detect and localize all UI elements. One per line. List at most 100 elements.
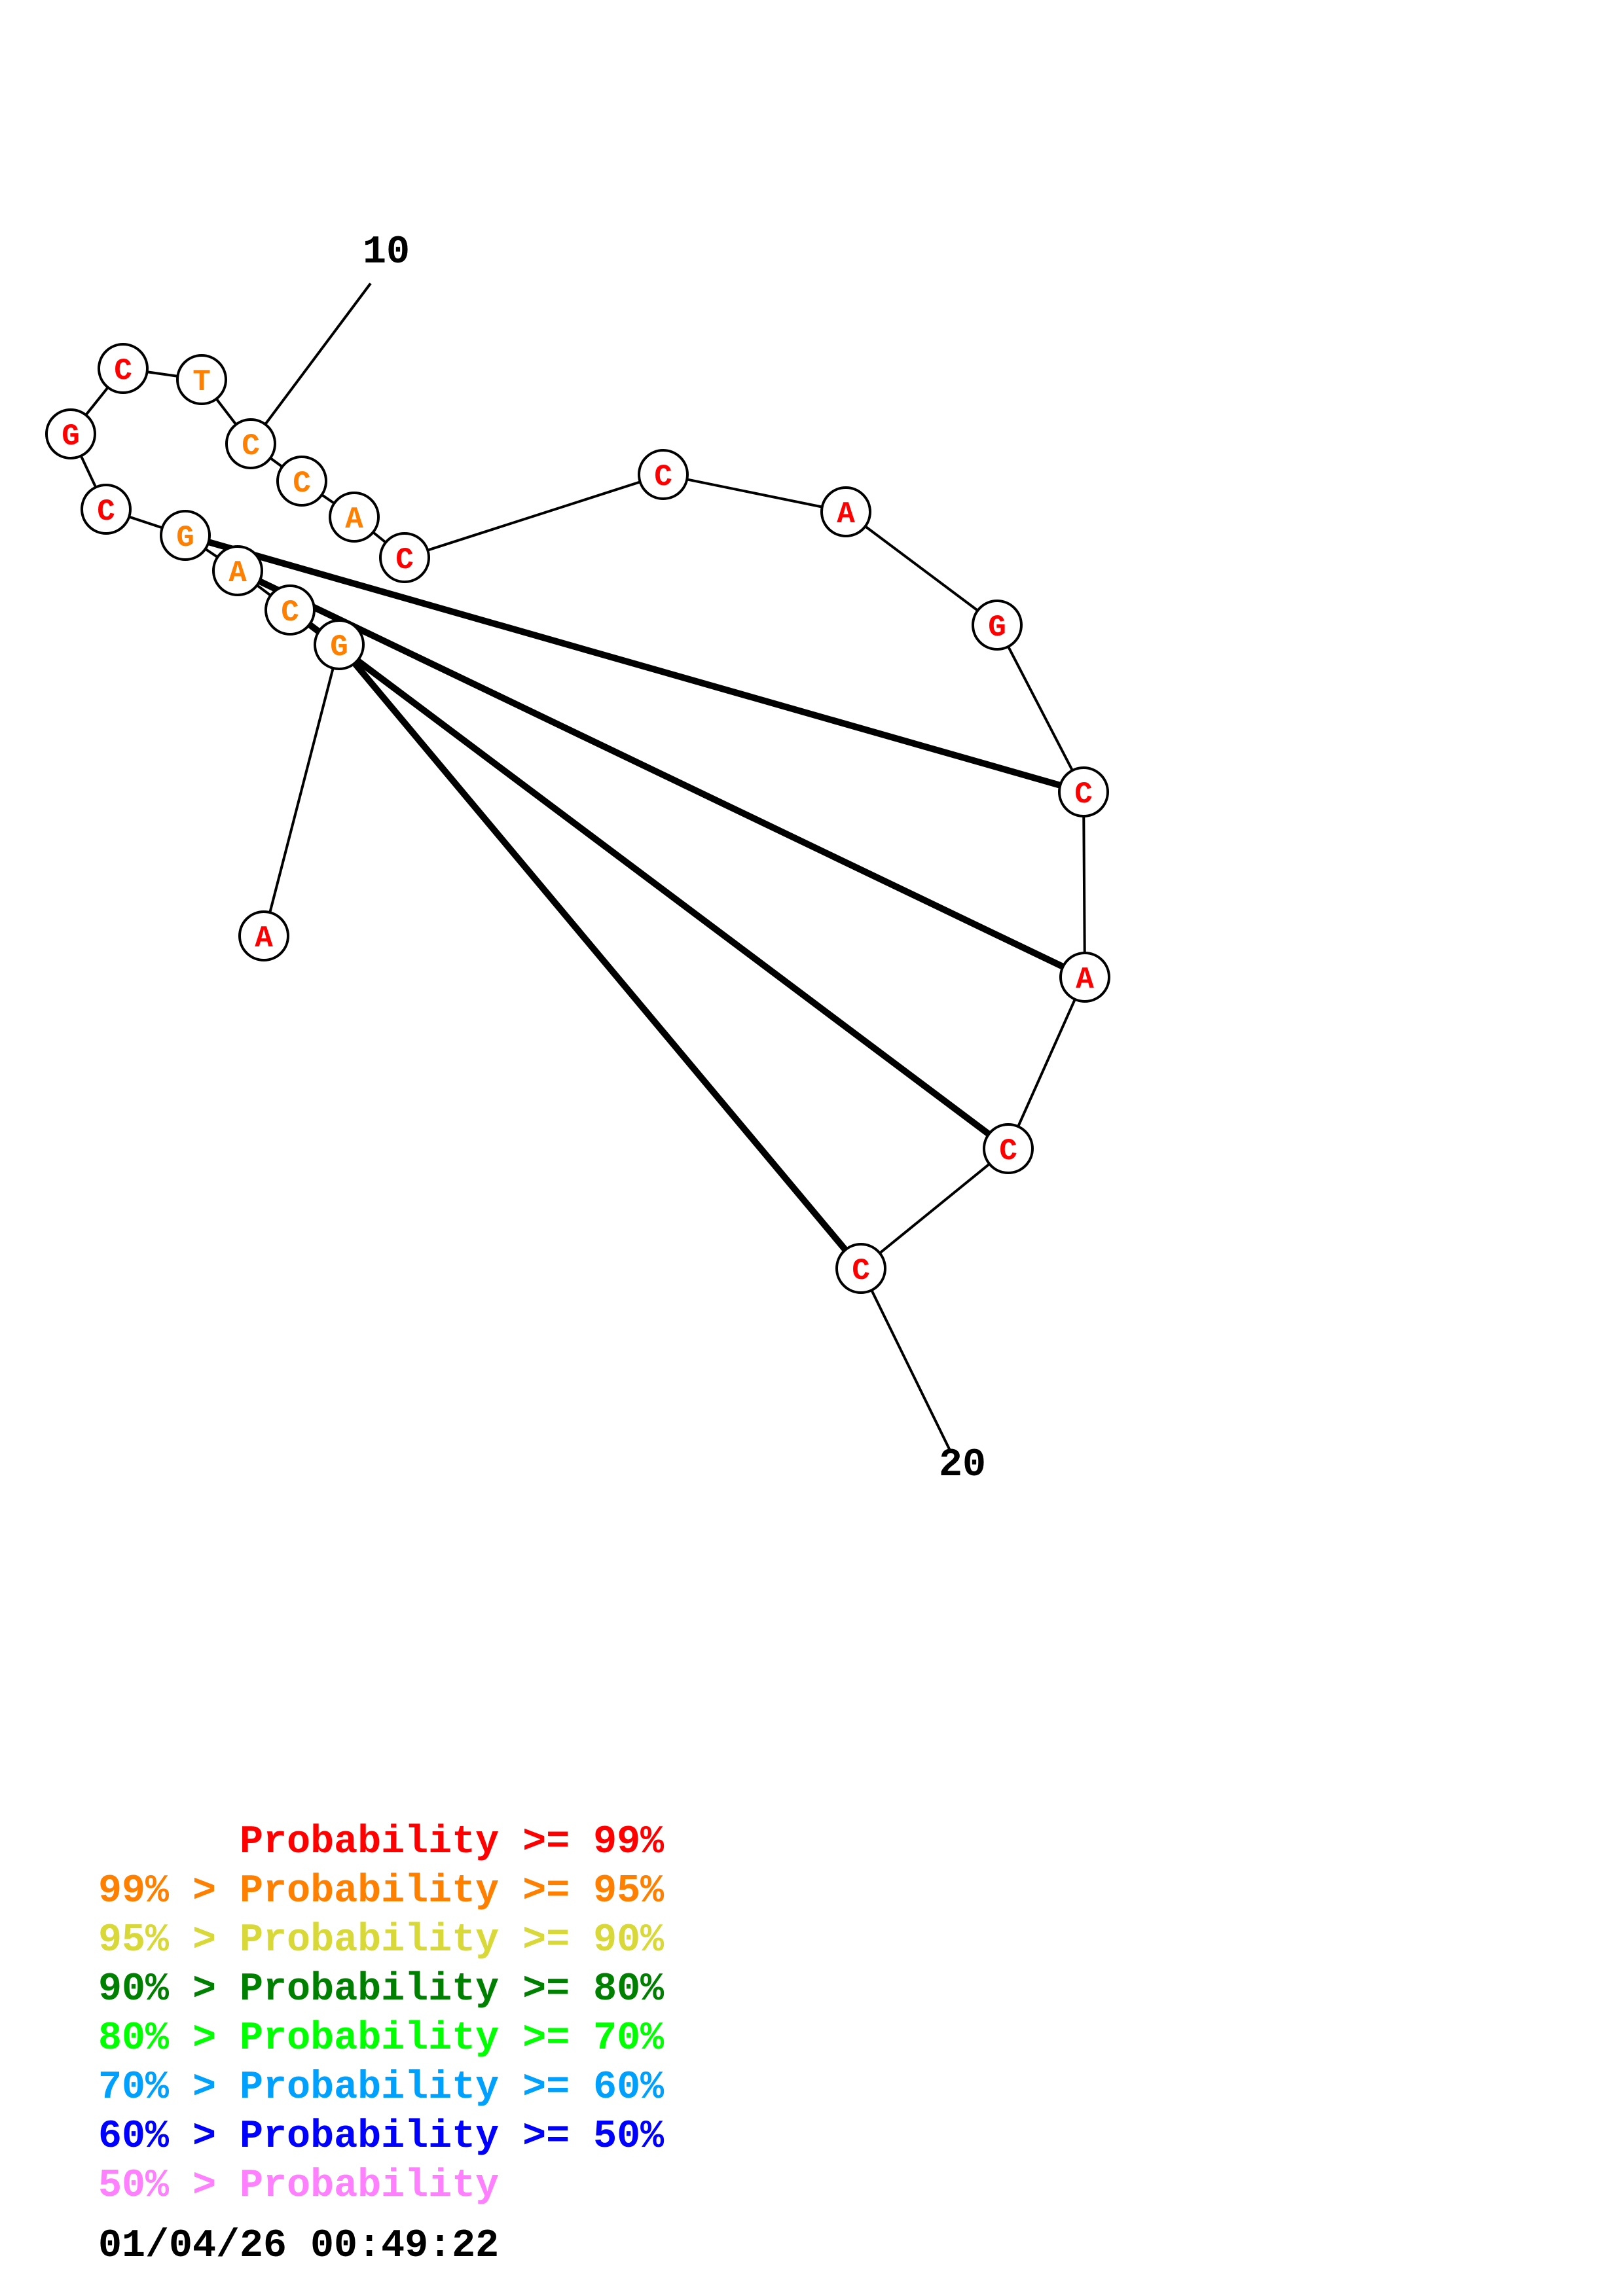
nucleotide-circle <box>176 354 227 405</box>
nucleotide-3: C <box>264 584 316 636</box>
nucleotide-letter: A <box>1076 963 1094 997</box>
nucleotide-letter: G <box>330 630 348 664</box>
backbone-segment <box>663 473 847 513</box>
nucleotide-letter: G <box>62 420 80 454</box>
legend-threshold: 95% > <box>98 1918 240 1963</box>
nucleotide-letter: C <box>999 1134 1017 1168</box>
nucleotide-circle <box>983 1123 1034 1174</box>
legend-label: Probability >= 60% <box>240 2066 665 2110</box>
backbone-segment <box>996 624 1085 793</box>
nucleotide-circle <box>835 1243 886 1294</box>
nucleotide-5: G <box>160 510 211 561</box>
nucleotide-14: C <box>638 449 689 500</box>
nucleotide-circle <box>212 545 263 596</box>
nucleotide-letter: A <box>228 556 247 590</box>
legend-threshold: 70% > <box>98 2066 240 2110</box>
nucleotide-18: A <box>1059 952 1110 1003</box>
legend-row: 70% > Probability >= 60% <box>98 2064 664 2113</box>
nucleotide-2: G <box>314 619 365 670</box>
nucleotide-circle <box>820 486 871 537</box>
nucleotide-6: C <box>81 484 132 535</box>
legend-label: Probability >= 99% <box>240 1820 665 1865</box>
base-pair-line <box>184 532 1085 795</box>
legend-label: Probability >= 80% <box>240 1967 665 2012</box>
position-label-10: 10 <box>363 230 410 275</box>
nucleotide-letter: G <box>176 521 194 555</box>
nucleotide-circle <box>972 600 1023 651</box>
backbone-segment <box>1007 977 1086 1149</box>
nucleotide-letter: C <box>852 1254 870 1288</box>
legend-threshold: 80% > <box>98 2017 240 2061</box>
backbone-segment <box>860 1147 1010 1270</box>
nucleotide-letter: A <box>837 497 855 531</box>
nucleotide-13: C <box>379 532 430 583</box>
nucleotide-7: G <box>45 408 96 459</box>
nucleotide-letter: C <box>281 596 299 630</box>
nucleotide-letter: T <box>192 365 211 399</box>
nucleotide-letter: G <box>988 611 1006 645</box>
nucleotide-circle <box>81 484 132 535</box>
nucleotide-letter: C <box>654 460 672 494</box>
nucleotide-circle <box>276 456 327 507</box>
nucleotide-19: C <box>983 1123 1034 1174</box>
nucleotide-17: C <box>1058 766 1109 817</box>
legend-threshold <box>98 1820 240 1865</box>
nucleotide-letter: C <box>242 429 260 463</box>
nucleotide-letter: C <box>114 354 132 388</box>
nucleotide-10: C <box>225 418 276 469</box>
nucleotide-circle <box>160 510 211 561</box>
legend-label: Probability <box>240 2164 500 2208</box>
legend-row: 90% > Probability >= 80% <box>98 1965 664 2015</box>
nucleotide-letter: A <box>345 503 363 537</box>
nucleotide-circle <box>238 910 289 961</box>
nucleotide-15: A <box>820 486 871 537</box>
base-pair-line <box>236 567 1087 980</box>
nucleotide-circle <box>329 492 380 543</box>
nucleotide-circle <box>225 418 276 469</box>
timestamp: 01/04/26 00:49:22 <box>98 2224 500 2269</box>
legend-row: 50% > Probability <box>98 2162 664 2211</box>
legend-row: Probability >= 99% <box>98 1818 664 1867</box>
base-pair-line <box>337 642 864 1271</box>
backbone-segment <box>845 511 998 626</box>
nucleotide-circle <box>638 449 689 500</box>
nucleotide-letter: C <box>293 467 311 501</box>
legend-row: 80% > Probability >= 70% <box>98 2015 664 2064</box>
nucleotide-letter: C <box>1074 778 1093 812</box>
nucleotide-4: A <box>212 545 263 596</box>
nucleotide-12: A <box>329 492 380 543</box>
legend-threshold: 60% > <box>98 2115 240 2159</box>
position-tick <box>249 282 372 445</box>
legend-row: 60% > Probability >= 50% <box>98 2113 664 2162</box>
probability-legend: Probability >= 99% 99% > Probability >= 9… <box>98 1818 664 2211</box>
nucleotide-circle <box>45 408 96 459</box>
nucleotide-circle <box>314 619 365 670</box>
nucleotide-11: C <box>276 456 327 507</box>
nucleotide-circle <box>1058 766 1109 817</box>
backbone-segment <box>1082 791 1086 978</box>
backbone-segment <box>404 473 664 559</box>
nucleotide-circle <box>379 532 430 583</box>
backbone-lines <box>69 367 1086 1270</box>
backbone-segment <box>263 644 340 937</box>
base-pair-lines <box>184 532 1087 1271</box>
legend-threshold: 50% > <box>98 2164 240 2208</box>
legend-label: Probability >= 90% <box>240 1918 665 1963</box>
nucleotide-letter: C <box>97 495 115 529</box>
nucleotide-circle <box>98 343 149 394</box>
nucleotide-9: T <box>176 354 227 405</box>
position-label-20: 20 <box>939 1443 986 1488</box>
legend-threshold: 90% > <box>98 1967 240 2012</box>
legend-label: Probability >= 95% <box>240 1869 665 1914</box>
legend-label: Probability >= 70% <box>240 2017 665 2061</box>
nucleotide-8: C <box>98 343 149 394</box>
nucleotide-1: A <box>238 910 289 961</box>
legend-label: Probability >= 50% <box>240 2115 665 2159</box>
nucleotide-circle <box>264 584 316 636</box>
base-pair-line <box>287 607 1011 1151</box>
legend-threshold: 99% > <box>98 1869 240 1914</box>
nucleotide-20: C <box>835 1243 886 1294</box>
legend-row: 99% > Probability >= 95% <box>98 1867 664 1916</box>
